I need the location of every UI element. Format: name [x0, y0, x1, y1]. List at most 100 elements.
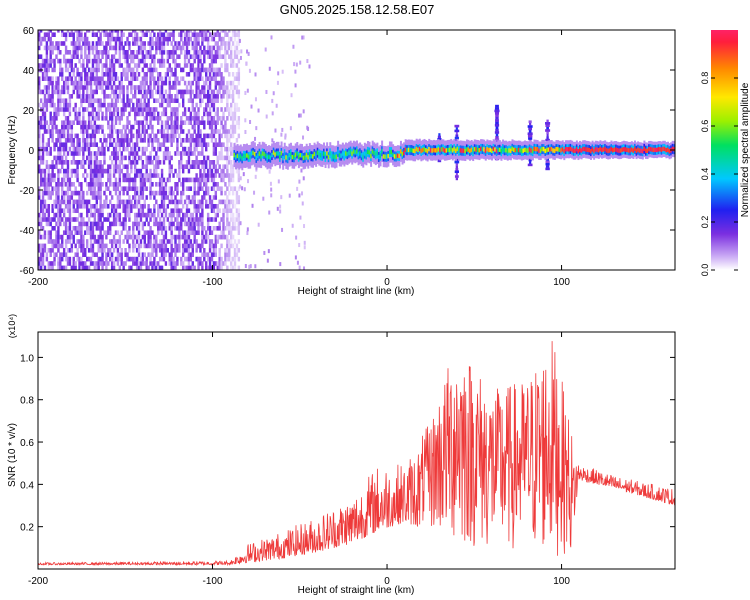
- spectrogram-cell: [59, 138, 62, 143]
- spectrogram-cell: [206, 142, 210, 147]
- spectrogram-cell: [128, 199, 131, 205]
- spectrogram-cell: [220, 155, 223, 161]
- spectrogram-cell: [103, 217, 106, 222]
- spectrogram-cell: [62, 107, 66, 112]
- spectrogram-cell: [126, 133, 129, 139]
- spectrogram-cell: [153, 234, 156, 240]
- spectrogram-cell: [137, 173, 141, 178]
- spectrogram-cell: [85, 173, 89, 178]
- spectrogram-cell: [126, 85, 129, 90]
- spectrogram-cell: [178, 89, 181, 95]
- spectrogram-cell: [78, 190, 81, 196]
- spectrogram-cell: [76, 160, 79, 165]
- spectrogram-cell: [41, 217, 45, 222]
- spectrogram-cell: [53, 85, 56, 90]
- spectrogram-cell: [349, 149, 352, 154]
- spectrogram-cell: [180, 261, 183, 266]
- spectrogram-cell: [39, 243, 43, 249]
- spectrogram-cell: [87, 58, 91, 64]
- spectrogram-cell: [137, 45, 141, 51]
- spectrogram-cell: [205, 67, 208, 73]
- spectrogram-cell: [607, 148, 610, 154]
- spectrogram-cell: [635, 148, 638, 153]
- spectrogram-cell: [143, 234, 146, 240]
- spectrogram-cell: [208, 195, 212, 200]
- spectrogram-cell: [162, 155, 166, 161]
- spectrogram-cell: [180, 199, 183, 205]
- spectrogram-cell: [174, 72, 177, 77]
- spectrogram-cell: [85, 212, 89, 218]
- spectrogram-cell: [158, 72, 162, 77]
- spectrogram-cell: [43, 120, 47, 125]
- spectrogram-cell: [101, 239, 104, 244]
- spectrogram-cell: [208, 85, 212, 90]
- spectrogram-cell: [222, 217, 225, 222]
- spectrogram-cell: [168, 151, 171, 156]
- spectrogram-cell: [176, 138, 179, 143]
- spectrogram-cell: [80, 221, 83, 227]
- spectrogram-cell: [206, 102, 210, 108]
- spectrogram-cell: [208, 256, 212, 262]
- spectrogram-cell: [87, 230, 91, 235]
- spectrogram-cell: [74, 151, 77, 156]
- spectrogram-cell: [130, 133, 133, 139]
- spectrogram-cell: [72, 256, 75, 262]
- spectrogram-cell: [59, 129, 62, 134]
- spectrogram-cell: [244, 90, 247, 95]
- spectrogram-cell: [370, 153, 373, 159]
- spectrogram-cell: [141, 146, 145, 152]
- spectrogram-cell: [205, 76, 208, 81]
- spectrogram-cell: [226, 151, 229, 156]
- spectrogram-cell: [132, 221, 135, 227]
- spectrogram-cell: [208, 72, 212, 77]
- spectrogram-cell: [59, 243, 62, 249]
- spectrogram-cell: [206, 212, 210, 218]
- spectrogram-cell: [53, 173, 56, 178]
- spectrogram-cell: [195, 256, 198, 262]
- spectrogram-cell: [197, 186, 200, 191]
- spectrogram-cell: [109, 248, 112, 253]
- spectrogram-cell: [193, 142, 196, 147]
- spectrogram-cell: [39, 252, 43, 257]
- spectrogram-cell: [122, 142, 125, 147]
- spectrogram-cell: [436, 148, 439, 153]
- spectrogram-cell: [180, 195, 183, 200]
- spectrogram-cell: [437, 135, 441, 139]
- spectrogram-cell: [47, 30, 50, 33]
- spectrogram-cell: [541, 146, 544, 152]
- spectrogram-cell: [222, 85, 225, 90]
- spectrogram-cell: [61, 208, 64, 213]
- spectrogram-cell: [193, 199, 196, 205]
- spectrogram-cell: [45, 151, 49, 156]
- spectrogram-cell: [214, 41, 218, 46]
- spectrogram-cell: [224, 164, 227, 169]
- spectrogram-cell: [122, 124, 125, 130]
- spectrogram-cell: [155, 173, 158, 178]
- spectrogram-cell: [218, 186, 221, 191]
- spectrogram-cell: [95, 76, 98, 81]
- spectrogram-cell: [85, 138, 89, 143]
- spectrogram-cell: [97, 226, 100, 231]
- spectrogram-cell: [103, 261, 106, 266]
- spectrogram-cell: [228, 204, 231, 209]
- spectrogram-cell: [59, 256, 62, 262]
- spectrogram-cell: [203, 94, 206, 99]
- spectrogram-cell: [162, 133, 166, 139]
- spectrogram-cell: [59, 217, 62, 222]
- spectrogram-cell: [201, 89, 204, 95]
- spectrogram-cell: [183, 111, 187, 117]
- spectrogram-cell: [226, 94, 229, 99]
- spectrogram-cell: [174, 226, 177, 231]
- spectrogram-cell: [85, 80, 89, 86]
- spectrogram-cell: [47, 168, 50, 174]
- spectrogram-cell: [109, 72, 112, 77]
- spectrogram-cell: [97, 102, 100, 108]
- spectrogram-cell: [583, 146, 586, 152]
- spectrogram-cell: [55, 221, 58, 227]
- spectrogram-cell: [82, 124, 85, 130]
- spectrogram-cell: [93, 195, 97, 200]
- spectrogram-cell: [157, 190, 160, 196]
- spectrogram-cell: [135, 41, 139, 46]
- spectrogram-cell: [195, 133, 198, 139]
- spectrogram-cell: [99, 80, 102, 86]
